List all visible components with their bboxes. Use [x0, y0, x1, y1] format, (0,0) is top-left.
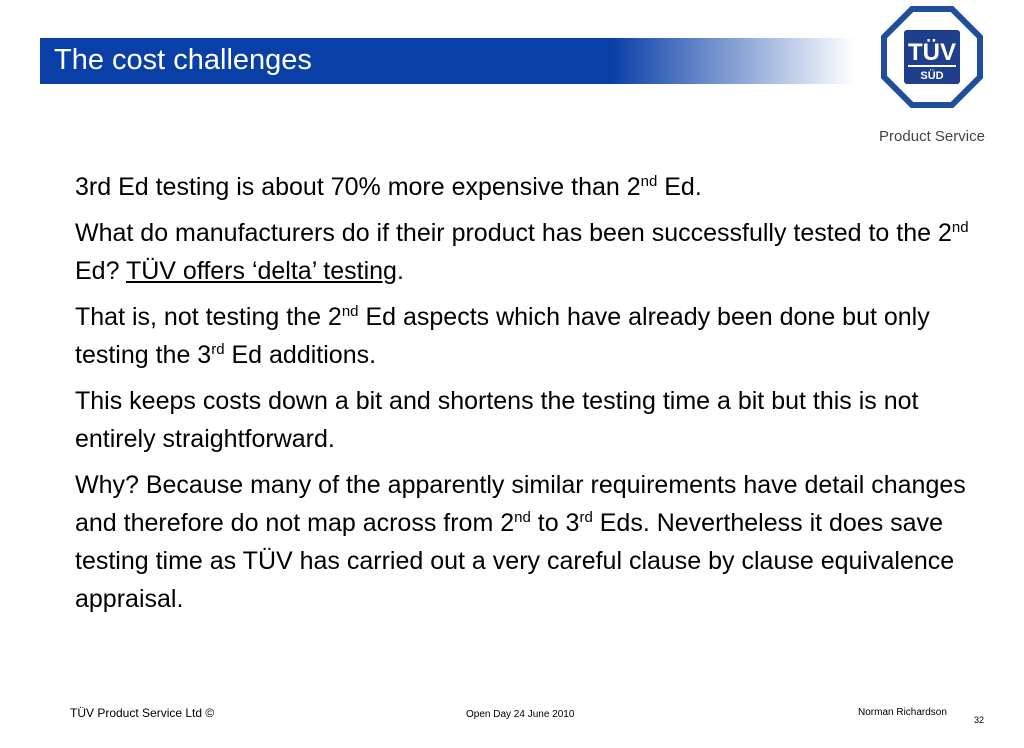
- paragraph: Why? Because many of the apparently simi…: [75, 466, 980, 618]
- text-run: to 3: [530, 509, 580, 537]
- paragraph: What do manufacturers do if their produc…: [75, 214, 980, 290]
- footer-author: Norman Richardson: [858, 707, 947, 718]
- superscript: nd: [341, 303, 359, 320]
- footer-company: TÜV Product Service Ltd ©: [70, 706, 215, 720]
- paragraph: This keeps costs down a bit and shortens…: [75, 382, 980, 458]
- text-run: Ed.: [657, 173, 702, 201]
- text-run: Ed aspects which have already been done …: [75, 303, 930, 369]
- text-run: Eds. Nevertheless it does save testing t…: [75, 509, 955, 613]
- logo-sub: SÜD: [920, 69, 943, 82]
- superscript: nd: [514, 509, 531, 526]
- text-run: What do manufacturers do if their produc…: [75, 219, 952, 247]
- logo: TÜV SÜD Product Service: [879, 6, 985, 145]
- footer-event: Open Day 24 June 2010: [466, 709, 575, 720]
- text-run: .: [396, 257, 404, 285]
- slide-title: The cost challenges: [54, 44, 312, 76]
- logo-caption: Product Service: [879, 128, 985, 145]
- superscript: nd: [951, 219, 969, 236]
- body-text: 3rd Ed testing is about 70% more expensi…: [75, 168, 980, 626]
- text-run: 3rd Ed testing is about 70% more expensi…: [75, 173, 641, 201]
- logo-mark: TÜV: [908, 39, 956, 66]
- text-run: Why? Because many of the apparently simi…: [75, 471, 966, 537]
- text-run: This keeps costs down a bit and shortens…: [75, 387, 919, 453]
- text-run: Ed?: [75, 257, 126, 285]
- paragraph: That is, not testing the 2nd Ed aspects …: [75, 298, 980, 374]
- paragraph: 3rd Ed testing is about 70% more expensi…: [75, 168, 980, 206]
- page-number: 32: [974, 715, 985, 725]
- text-run: Ed additions.: [224, 341, 377, 369]
- superscript: rd: [211, 341, 225, 358]
- title-bar: The cost challenges: [40, 38, 855, 84]
- superscript: rd: [579, 509, 593, 526]
- text-run: That is, not testing the 2: [75, 303, 342, 331]
- superscript: nd: [640, 173, 658, 190]
- underlined-text: TÜV offers ‘delta’ testing: [125, 257, 397, 285]
